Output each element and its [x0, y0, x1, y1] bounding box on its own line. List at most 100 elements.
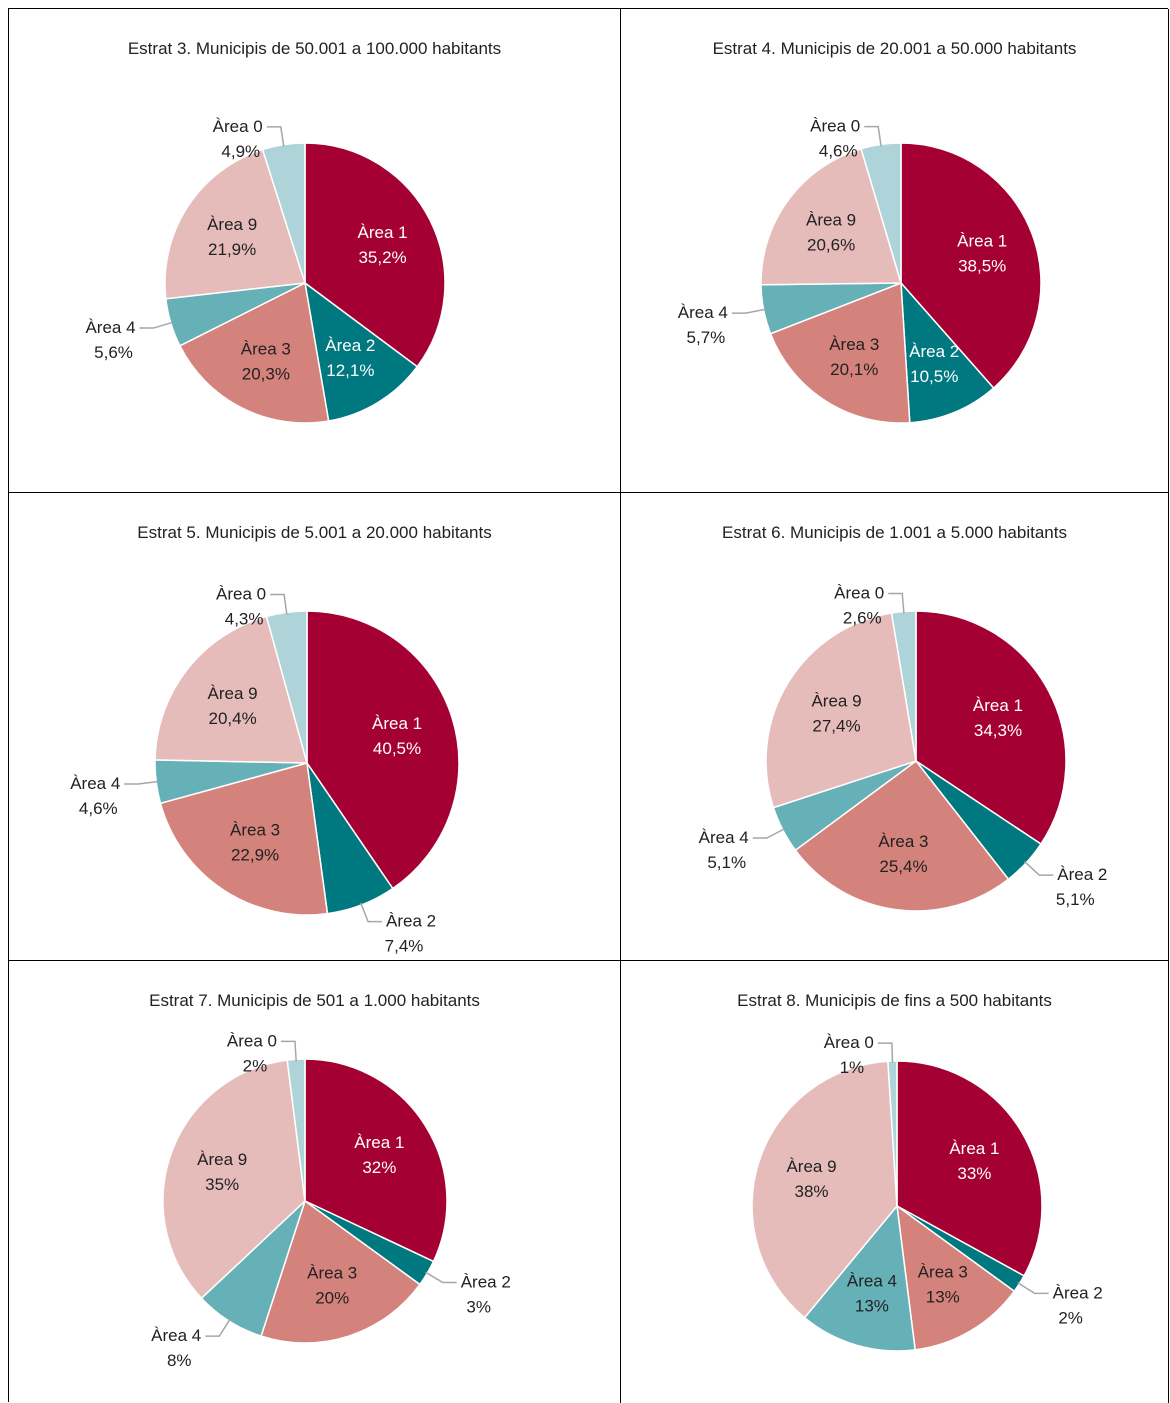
- pie-chart: Àrea 1 40,5% Àrea 2 7,4% Àrea 3 22,9% Àrea 4 4,…: [70, 585, 460, 956]
- slice-value-label: 35%: [205, 1175, 239, 1194]
- slice-category-label: Àrea 2: [909, 342, 959, 361]
- slice-value-label: 27,4%: [812, 717, 860, 736]
- slice-category-label: Àrea 9: [197, 1150, 247, 1169]
- chart-title: Estrat 8. Municipis de fins a 500 habita…: [737, 991, 1052, 1010]
- slice-value-label: 5,1%: [707, 853, 746, 872]
- leader-line: [205, 1318, 231, 1337]
- slice-value-label: 2,6%: [843, 609, 882, 628]
- pie-slice: [178, 281, 330, 424]
- slice-category-label: Àrea 9: [207, 215, 257, 234]
- slice-value-label: 4,6%: [79, 799, 118, 818]
- slice-category-label: Àrea 4: [699, 828, 749, 847]
- leader-line: [1024, 860, 1054, 876]
- slice-value-label: 4,9%: [221, 142, 260, 161]
- chart-cell: Estrat 3. Municipis de 50.001 a 100.000 …: [9, 9, 621, 493]
- slice-category-label: Àrea 1: [949, 1139, 999, 1158]
- slice-value-label: 5,6%: [94, 343, 133, 362]
- leader-line: [752, 828, 785, 839]
- slice-value-label: 21,9%: [208, 240, 256, 259]
- leader-line: [280, 1040, 297, 1062]
- leader-line: [731, 308, 766, 314]
- slice-value-label: 20,1%: [830, 360, 878, 379]
- slice-category-label: Àrea 9: [806, 211, 856, 230]
- slice-value-label: 32%: [362, 1158, 396, 1177]
- pie-chart: Àrea 1 35,2% Àrea 2 12,1% Àrea 3 20,3% Àrea 4 5…: [85, 117, 446, 424]
- slice-category-label: Àrea 3: [878, 832, 928, 851]
- slice-category-label: Àrea 3: [307, 1264, 357, 1283]
- slice-category-label: Àrea 4: [847, 1271, 897, 1290]
- slice-category-label: Àrea 9: [786, 1157, 836, 1176]
- slice-value-label: 38%: [794, 1182, 828, 1201]
- chart-title: Estrat 3. Municipis de 50.001 a 100.000 …: [127, 39, 502, 58]
- slice-value-label: 20%: [315, 1289, 349, 1308]
- slice-value-label: 8%: [167, 1351, 192, 1370]
- chart-title: Estrat 4. Municipis de 20.001 a 50.000 h…: [712, 39, 1077, 58]
- leader-line: [1017, 1281, 1049, 1295]
- slice-category-label: Àrea 0: [227, 1031, 277, 1050]
- leader-line: [124, 780, 159, 785]
- pie-chart: Àrea 1 38,5% Àrea 2 10,5% Àrea 3 20,1% Àrea 4 5…: [678, 117, 1042, 424]
- slice-value-label: 35,2%: [358, 248, 406, 267]
- slice-category-label: Àrea 3: [230, 821, 280, 840]
- slice-value-label: 1%: [840, 1058, 865, 1077]
- chart-title: Estrat 6. Municipis de 1.001 a 5.000 hab…: [722, 523, 1067, 542]
- slice-value-label: 25,4%: [879, 857, 927, 876]
- pie-chart: Àrea 1 34,3% Àrea 2 5,1% Àrea 3 25,4% Àrea 4 5,…: [699, 584, 1107, 912]
- slice-category-label: Àrea 9: [208, 684, 258, 703]
- slice-value-label: 2%: [243, 1056, 268, 1075]
- chart-cell: Estrat 8. Municipis de fins a 500 habita…: [621, 961, 1169, 1403]
- slice-value-label: 13%: [855, 1296, 889, 1315]
- leader-line: [360, 902, 383, 923]
- slice-value-label: 22,9%: [231, 846, 279, 865]
- chart-cell: Estrat 6. Municipis de 1.001 a 5.000 hab…: [621, 493, 1169, 961]
- pie-slice: [760, 147, 903, 286]
- slice-value-label: 20,3%: [242, 364, 290, 383]
- slice-category-label: Àrea 1: [358, 223, 408, 242]
- pie-slice: [896, 1204, 1016, 1351]
- chart-cell: Estrat 5. Municipis de 5.001 a 20.000 ha…: [9, 493, 621, 961]
- slice-category-label: Àrea 1: [354, 1133, 404, 1152]
- pie-slice: [304, 1058, 448, 1263]
- slice-category-label: Àrea 1: [973, 696, 1023, 715]
- slice-value-label: 5,7%: [687, 328, 726, 347]
- slice-category-label: Àrea 1: [372, 714, 422, 733]
- pie-slice: [900, 142, 1042, 390]
- slice-category-label: Àrea 0: [216, 585, 266, 604]
- slice-category-label: Àrea 0: [810, 117, 860, 136]
- slice-category-label: Àrea 4: [70, 774, 120, 793]
- slice-value-label: 5,1%: [1056, 890, 1095, 909]
- chart-cell: Estrat 7. Municipis de 501 a 1.000 habit…: [9, 961, 621, 1403]
- slice-value-label: 7,4%: [385, 937, 424, 956]
- chart-cell: Estrat 4. Municipis de 20.001 a 50.000 h…: [621, 9, 1169, 493]
- slice-category-label: Àrea 0: [213, 117, 263, 136]
- pie-slice: [306, 610, 460, 890]
- pie-slice: [162, 1059, 306, 1300]
- slice-category-label: Àrea 2: [325, 336, 375, 355]
- pie-slice: [260, 1199, 421, 1344]
- slice-category-label: Àrea 3: [918, 1262, 968, 1281]
- pie-slice: [303, 281, 419, 422]
- slice-value-label: 4,6%: [819, 142, 858, 161]
- slice-category-label: Àrea 9: [811, 692, 861, 711]
- slice-category-label: Àrea 1: [957, 231, 1007, 250]
- slice-value-label: 20,4%: [208, 709, 256, 728]
- slice-value-label: 38,5%: [958, 256, 1006, 275]
- slice-value-label: 10,5%: [910, 367, 958, 386]
- slice-category-label: Àrea 4: [678, 303, 728, 322]
- slice-category-label: Àrea 3: [829, 335, 879, 354]
- chart-title: Estrat 5. Municipis de 5.001 a 20.000 ha…: [137, 523, 492, 542]
- pie-slice: [304, 142, 446, 368]
- chart-title: Estrat 7. Municipis de 501 a 1.000 habit…: [149, 991, 480, 1010]
- pie-slice: [751, 1060, 898, 1319]
- pie-slice: [164, 148, 306, 300]
- slice-value-label: 13%: [926, 1287, 960, 1306]
- leader-line: [266, 126, 285, 147]
- slice-category-label: Àrea 2: [461, 1272, 511, 1291]
- pie-slice: [769, 281, 911, 424]
- slice-value-label: 2%: [1058, 1308, 1083, 1327]
- slice-value-label: 12,1%: [326, 361, 374, 380]
- pie-slice: [765, 612, 917, 809]
- slice-value-label: 4,3%: [225, 610, 264, 629]
- leader-line: [888, 592, 905, 614]
- slice-category-label: Àrea 4: [151, 1326, 201, 1345]
